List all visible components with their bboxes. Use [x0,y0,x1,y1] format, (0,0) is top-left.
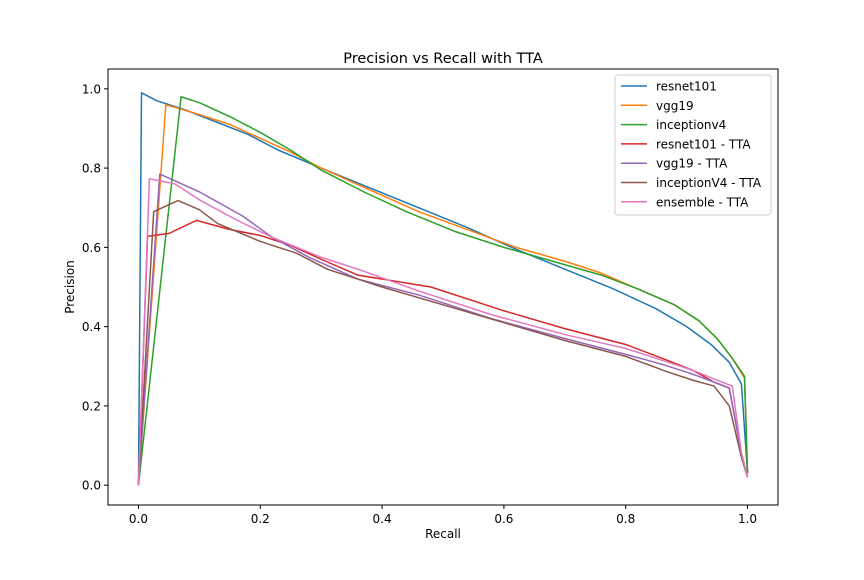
x-tick-label: 0.6 [494,512,513,526]
series-line-2 [137,96,749,486]
y-tick-label: 0.0 [82,479,101,493]
legend-label-0: resnet101 [656,80,717,94]
plot-frame [107,68,779,506]
x-axis-ticks: 0.0 0.2 0.4 0.6 0.8 1.0 [129,505,757,526]
y-tick-label: 0.6 [82,241,101,255]
legend: resnet101 vgg19 inceptionv4 resnet101 - TTA… [614,74,772,216]
y-tick-label: 0.2 [82,399,101,413]
chart-title: Precision vs Recall with TTA [343,51,543,67]
x-tick-label: 0.0 [129,512,148,526]
legend-label-2: inceptionv4 [656,118,726,132]
legend-label-5: inceptionV4 - TTA [656,176,762,190]
x-tick-label: 1.0 [738,512,757,526]
y-axis-ticks: 0.0 0.2 0.4 0.6 0.8 1.0 [82,82,108,493]
plot-area: 0.0 0.2 0.4 0.6 0.8 1.0 0.0 0.2 0.4 0.6 0.8 1.0 [82,68,779,526]
legend-label-6: ensemble - TTA [656,195,749,209]
legend-box [614,74,772,216]
y-tick-label: 1.0 [82,82,101,96]
x-tick-label: 0.2 [251,512,270,526]
series-line-6 [137,178,749,486]
legend-label-1: vgg19 [656,99,694,113]
x-tick-label: 0.8 [616,512,635,526]
legend-label-4: vgg19 - TTA [656,157,728,171]
series-layer [137,92,749,486]
y-tick-label: 0.8 [82,162,101,176]
x-tick-label: 0.4 [373,512,392,526]
series-line-5 [137,199,749,486]
legend-items: resnet101 vgg19 inceptionv4 resnet101 - TTA… [621,80,762,209]
x-axis-label: Recall [425,527,461,541]
y-axis-label: Precision [63,260,77,314]
y-tick-label: 0.4 [82,320,101,334]
legend-label-3: resnet101 - TTA [656,137,751,151]
